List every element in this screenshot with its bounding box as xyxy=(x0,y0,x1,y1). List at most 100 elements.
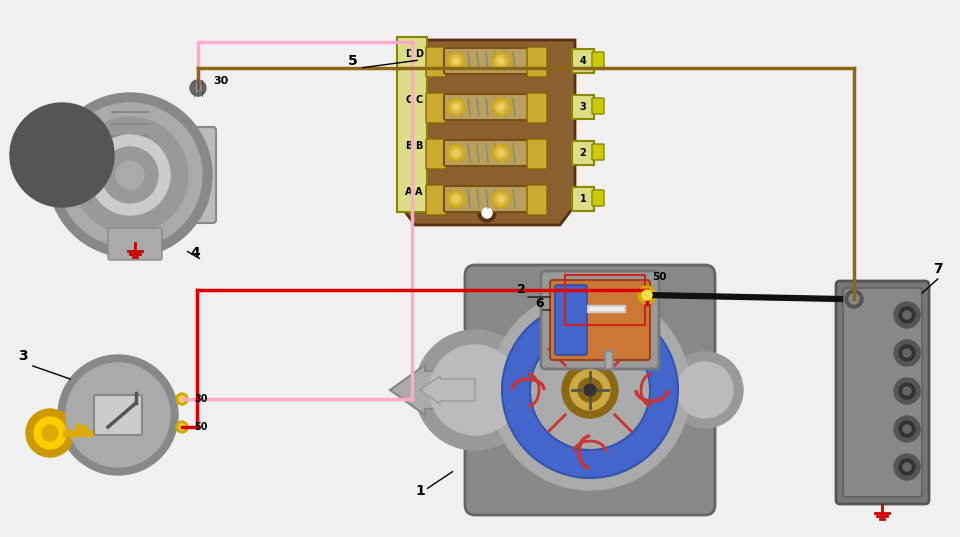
Text: B: B xyxy=(405,141,413,151)
Circle shape xyxy=(58,355,178,475)
Circle shape xyxy=(10,103,114,207)
Circle shape xyxy=(447,144,465,162)
Circle shape xyxy=(453,58,459,64)
FancyBboxPatch shape xyxy=(592,52,604,68)
Circle shape xyxy=(498,196,504,202)
FancyBboxPatch shape xyxy=(572,187,594,211)
Text: 3: 3 xyxy=(18,349,28,363)
Circle shape xyxy=(42,425,58,441)
Circle shape xyxy=(34,127,90,183)
Text: 2: 2 xyxy=(580,148,587,158)
Text: 4: 4 xyxy=(580,56,587,66)
Text: A: A xyxy=(405,187,413,197)
Circle shape xyxy=(903,425,911,433)
Circle shape xyxy=(899,345,915,361)
FancyBboxPatch shape xyxy=(527,47,547,77)
Circle shape xyxy=(492,144,510,162)
Circle shape xyxy=(447,52,465,70)
Text: 7: 7 xyxy=(933,262,943,276)
Circle shape xyxy=(903,349,911,357)
Circle shape xyxy=(18,111,106,199)
Circle shape xyxy=(894,454,920,480)
Circle shape xyxy=(450,147,462,159)
Circle shape xyxy=(498,104,504,110)
Circle shape xyxy=(899,383,915,399)
Circle shape xyxy=(48,93,212,257)
Circle shape xyxy=(482,208,492,218)
FancyBboxPatch shape xyxy=(550,280,650,360)
FancyBboxPatch shape xyxy=(465,265,715,515)
Circle shape xyxy=(667,352,743,428)
Text: 30: 30 xyxy=(213,76,228,86)
Circle shape xyxy=(903,387,911,395)
Circle shape xyxy=(415,330,535,450)
Text: D: D xyxy=(405,49,413,59)
Circle shape xyxy=(894,416,920,442)
Text: D: D xyxy=(415,49,423,59)
Text: 30: 30 xyxy=(194,394,207,404)
Circle shape xyxy=(190,80,206,96)
Circle shape xyxy=(453,196,459,202)
FancyBboxPatch shape xyxy=(836,281,929,504)
Text: C: C xyxy=(405,95,412,105)
FancyBboxPatch shape xyxy=(527,93,547,123)
Circle shape xyxy=(638,286,656,304)
Circle shape xyxy=(570,370,610,410)
Circle shape xyxy=(447,98,465,116)
Text: 2: 2 xyxy=(517,283,526,296)
Circle shape xyxy=(179,424,185,430)
Circle shape xyxy=(894,340,920,366)
Text: 6: 6 xyxy=(535,297,543,310)
FancyBboxPatch shape xyxy=(426,139,446,169)
FancyArrow shape xyxy=(390,365,475,415)
FancyBboxPatch shape xyxy=(444,48,528,74)
Circle shape xyxy=(450,193,462,205)
Circle shape xyxy=(176,421,188,433)
Text: 1: 1 xyxy=(580,194,587,204)
Circle shape xyxy=(899,459,915,475)
Circle shape xyxy=(447,190,465,208)
Circle shape xyxy=(34,417,66,449)
FancyBboxPatch shape xyxy=(444,186,528,212)
Circle shape xyxy=(116,161,144,189)
FancyBboxPatch shape xyxy=(572,95,594,119)
FancyBboxPatch shape xyxy=(592,144,604,160)
Circle shape xyxy=(492,52,510,70)
Circle shape xyxy=(492,98,510,116)
Circle shape xyxy=(578,378,602,402)
FancyBboxPatch shape xyxy=(426,185,446,215)
Wedge shape xyxy=(502,302,678,478)
FancyBboxPatch shape xyxy=(527,185,547,215)
Text: 50: 50 xyxy=(652,272,666,282)
Circle shape xyxy=(50,143,74,167)
Circle shape xyxy=(490,290,690,490)
FancyArrow shape xyxy=(420,376,475,404)
Circle shape xyxy=(450,55,462,67)
FancyBboxPatch shape xyxy=(426,93,446,123)
Circle shape xyxy=(903,311,911,319)
Circle shape xyxy=(90,135,170,215)
FancyBboxPatch shape xyxy=(592,98,604,114)
Circle shape xyxy=(453,104,459,110)
FancyBboxPatch shape xyxy=(444,140,528,166)
Circle shape xyxy=(179,396,185,402)
Text: 5: 5 xyxy=(348,54,358,68)
Circle shape xyxy=(66,363,170,467)
Circle shape xyxy=(642,290,652,300)
Circle shape xyxy=(450,101,462,113)
Circle shape xyxy=(56,149,68,161)
FancyBboxPatch shape xyxy=(572,49,594,73)
Circle shape xyxy=(894,378,920,404)
Circle shape xyxy=(495,193,507,205)
Circle shape xyxy=(176,393,188,405)
Circle shape xyxy=(894,302,920,328)
Circle shape xyxy=(72,117,188,233)
FancyBboxPatch shape xyxy=(397,37,427,212)
Circle shape xyxy=(58,103,202,247)
FancyBboxPatch shape xyxy=(843,288,922,497)
Text: 3: 3 xyxy=(580,102,587,112)
Text: A: A xyxy=(415,187,422,197)
Circle shape xyxy=(899,307,915,323)
Text: 50: 50 xyxy=(194,422,207,432)
Circle shape xyxy=(453,150,459,156)
